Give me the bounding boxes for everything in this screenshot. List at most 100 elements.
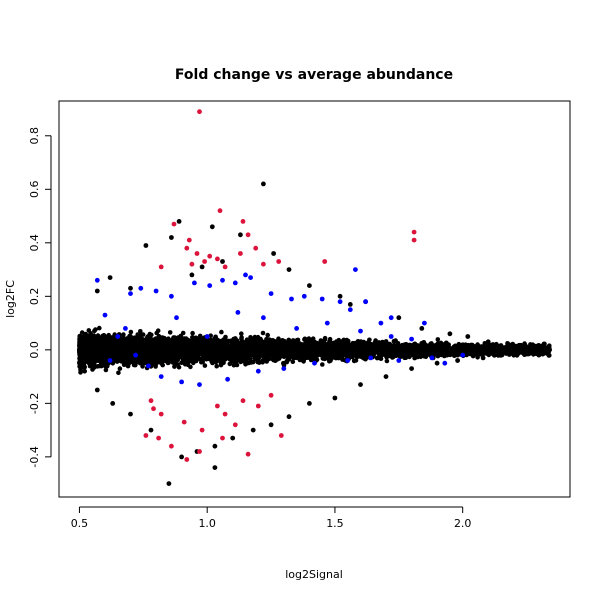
background-point	[252, 354, 258, 360]
background-point	[412, 341, 418, 347]
background-point	[92, 334, 97, 340]
background-point	[228, 356, 234, 362]
background-point	[428, 342, 433, 347]
background-point	[116, 370, 121, 376]
background-point	[200, 356, 206, 362]
plot-frame	[58, 100, 571, 498]
background-point	[272, 346, 277, 352]
background-point	[190, 330, 195, 336]
background-point	[125, 345, 130, 351]
background-point	[214, 344, 219, 349]
background-point	[281, 360, 286, 366]
background-point	[96, 363, 102, 369]
background-point	[176, 364, 182, 370]
background-point	[221, 337, 226, 342]
background-point	[154, 337, 159, 343]
background-point	[153, 349, 159, 355]
background-point	[370, 350, 375, 355]
background-point	[95, 351, 101, 357]
background-point	[154, 330, 159, 336]
background-point	[298, 351, 304, 357]
background-point	[274, 356, 280, 362]
background-point	[416, 350, 422, 355]
background-point	[193, 337, 199, 343]
background-point	[299, 343, 304, 348]
background-point	[177, 346, 183, 351]
background-point	[183, 344, 188, 350]
background-point	[290, 359, 296, 365]
background-point	[260, 330, 266, 336]
background-point	[488, 342, 493, 348]
background-point	[397, 349, 402, 355]
background-point	[307, 339, 313, 345]
background-point	[82, 364, 87, 369]
background-point	[117, 366, 123, 371]
background-point	[388, 352, 394, 358]
background-point	[279, 345, 285, 350]
background-point	[128, 329, 134, 335]
background-point	[406, 352, 412, 358]
background-point	[332, 354, 338, 360]
background-point	[327, 336, 333, 342]
background-point	[190, 336, 195, 342]
background-point	[393, 338, 398, 343]
background-point	[358, 353, 364, 358]
background-point	[542, 341, 547, 347]
background-point	[421, 340, 427, 345]
background-point	[208, 340, 214, 345]
background-point	[206, 347, 211, 352]
background-point	[138, 329, 143, 334]
background-point	[248, 356, 253, 362]
background-point	[435, 337, 441, 342]
background-point	[197, 333, 203, 339]
background-point	[103, 367, 109, 373]
background-point	[262, 351, 268, 356]
background-point	[108, 336, 114, 342]
background-point	[188, 364, 193, 370]
background-point	[150, 362, 155, 367]
background-point	[214, 363, 219, 369]
data-points	[77, 109, 552, 486]
background-point	[216, 348, 221, 354]
background-point	[202, 363, 208, 368]
background-point	[236, 357, 241, 363]
background-point	[472, 345, 477, 351]
background-point	[328, 351, 334, 357]
background-point	[79, 330, 85, 335]
background-point	[328, 358, 333, 364]
background-point	[315, 341, 320, 347]
background-point	[105, 362, 110, 368]
background-point	[319, 341, 325, 346]
background-point	[92, 328, 97, 334]
background-point	[192, 343, 197, 349]
background-point	[345, 342, 350, 347]
background-point	[131, 344, 136, 350]
background-point	[121, 332, 126, 337]
background-point	[182, 361, 188, 367]
background-point	[270, 357, 276, 362]
background-point	[165, 360, 171, 366]
background-point	[145, 335, 150, 340]
background-point	[379, 342, 384, 348]
background-point	[186, 348, 192, 353]
background-point	[384, 358, 390, 364]
background-point	[140, 364, 145, 369]
background-point	[415, 344, 420, 350]
background-point	[77, 336, 82, 342]
background-point	[266, 337, 272, 342]
background-point	[171, 335, 176, 340]
background-point	[78, 370, 83, 375]
background-point	[235, 340, 241, 345]
background-point	[367, 337, 372, 343]
background-point	[260, 360, 265, 365]
background-point	[291, 340, 297, 345]
background-point	[294, 349, 300, 354]
background-point	[187, 359, 192, 364]
background-point	[534, 346, 539, 351]
background-point	[255, 345, 261, 350]
background-point	[86, 328, 92, 333]
background-point	[172, 359, 178, 365]
background-point	[334, 339, 339, 344]
background-point	[309, 353, 314, 359]
